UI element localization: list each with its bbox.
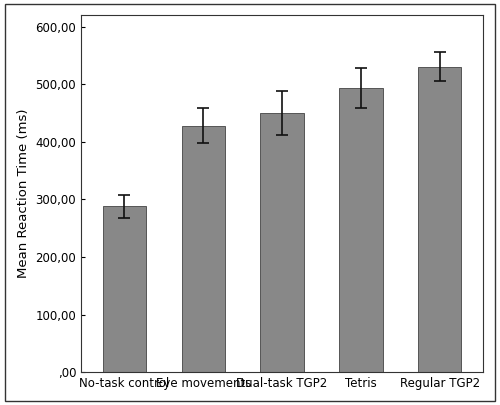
- Bar: [418, 67, 462, 372]
- Bar: [103, 206, 146, 372]
- Bar: [182, 126, 225, 372]
- Bar: [339, 88, 382, 372]
- Bar: [260, 113, 304, 372]
- Y-axis label: Mean Reaction Time (ms): Mean Reaction Time (ms): [17, 109, 30, 278]
